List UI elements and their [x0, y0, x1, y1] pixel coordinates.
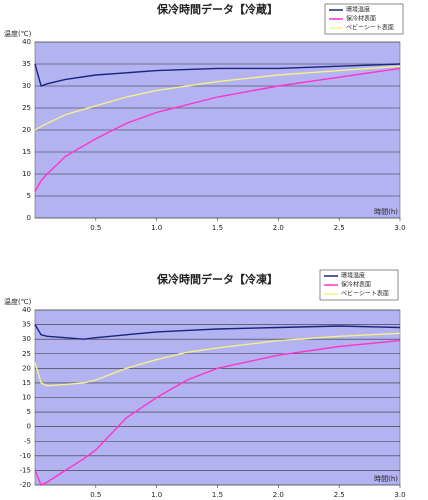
- x-tick-label: 2.5: [334, 491, 345, 499]
- y-tick-label: 20: [22, 364, 31, 372]
- y-tick-label: -15: [20, 466, 31, 474]
- chart-title: 保冷時間データ【冷凍】: [156, 272, 278, 286]
- y-tick-label: 25: [22, 104, 31, 112]
- y-tick-label: 0: [27, 214, 31, 222]
- legend-label: 保冷材表面: [341, 281, 371, 289]
- series-line: [34, 324, 401, 340]
- y-tick-label: -20: [20, 481, 31, 489]
- x-axis-label: 時間(h): [374, 208, 398, 216]
- y-tick-label: 30: [22, 335, 31, 343]
- y-tick-label: -5: [24, 437, 31, 445]
- y-tick-label: -10: [20, 452, 31, 460]
- y-tick-label: 15: [22, 148, 31, 156]
- x-tick-label: 1.0: [151, 224, 162, 232]
- y-tick-label: 0: [27, 423, 31, 431]
- series-line: [34, 65, 401, 131]
- legend-label: 環境温度: [346, 6, 370, 14]
- x-tick-label: 3.0: [394, 491, 405, 499]
- x-tick-label: 0.5: [90, 491, 101, 499]
- legend-label: 環境温度: [341, 272, 365, 280]
- y-tick-label: 10: [22, 170, 31, 178]
- y-tick-label: 35: [22, 60, 31, 68]
- x-tick-label: 1.0: [151, 491, 162, 499]
- y-axis-label: 温度(℃): [4, 297, 32, 306]
- y-tick-label: 15: [22, 379, 31, 387]
- y-axis-label: 温度(℃): [4, 29, 32, 38]
- x-axis-label: 時間(h): [374, 475, 398, 483]
- legend-label: ペビーシート表面: [346, 24, 394, 32]
- y-tick-label: 5: [27, 192, 31, 200]
- y-tick-label: 30: [22, 82, 31, 90]
- chart-title: 保冷時間データ【冷蔵】: [156, 2, 278, 16]
- x-tick-label: 3.0: [394, 224, 405, 232]
- x-tick-label: 1.5: [212, 491, 223, 499]
- series-line: [34, 332, 401, 387]
- x-tick-label: 1.5: [212, 224, 223, 232]
- x-tick-label: 2.0: [273, 491, 284, 499]
- series-line: [34, 63, 401, 87]
- series-line: [34, 67, 401, 192]
- x-tick-label: 2.0: [273, 224, 284, 232]
- legend-label: 保冷材表面: [346, 15, 376, 23]
- x-tick-label: 0.5: [90, 224, 101, 232]
- y-tick-label: 5: [27, 408, 31, 416]
- y-tick-label: 40: [22, 306, 31, 314]
- y-tick-label: 40: [22, 38, 31, 46]
- series-line: [34, 339, 401, 486]
- y-tick-label: 10: [22, 394, 31, 402]
- legend-label: ペビーシート表面: [341, 290, 389, 298]
- y-tick-label: 25: [22, 350, 31, 358]
- y-tick-label: 20: [22, 126, 31, 134]
- y-tick-label: 35: [22, 321, 31, 329]
- x-tick-label: 2.5: [334, 224, 345, 232]
